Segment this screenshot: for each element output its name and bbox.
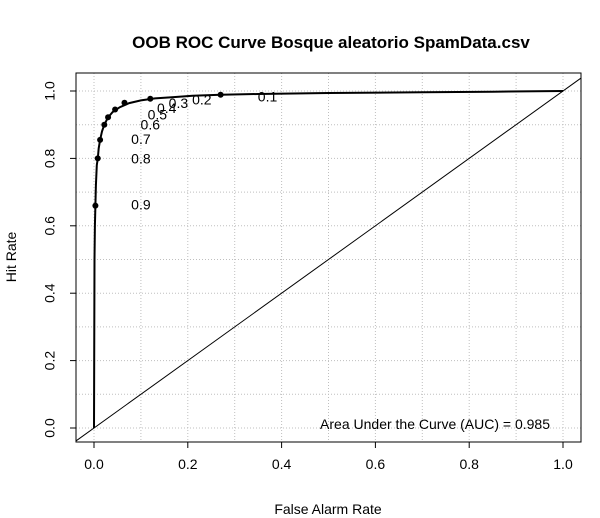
threshold-label-0-1: 0.1 (258, 89, 278, 105)
threshold-point-0-6 (101, 121, 108, 128)
threshold-label-0-5: 0.5 (148, 107, 168, 123)
y-tick-label: 0.6 (42, 216, 58, 236)
threshold-point-0-2 (147, 95, 154, 102)
y-tick-label: 0.2 (42, 351, 58, 371)
x-tick-label: 0.6 (366, 456, 386, 472)
threshold-label-0-2: 0.2 (192, 91, 212, 107)
threshold-label-0-8: 0.8 (131, 150, 151, 166)
threshold-labels-group: 0.9 0.8 0.70.60.50.40.3 0.2 0.1 (131, 89, 277, 213)
plot-frame (75, 72, 582, 443)
x-tick-label: 0.2 (178, 456, 198, 472)
threshold-label-0-9: 0.9 (131, 197, 151, 213)
roc-curve-group (93, 90, 564, 429)
chance-diagonal-line (75, 77, 582, 442)
y-tick-label: 0.8 (42, 148, 58, 168)
x-axis-label: False Alarm Rate (274, 501, 382, 517)
x-tick-label: 0.8 (459, 456, 479, 472)
threshold-point-0-4 (112, 106, 119, 113)
threshold-point-0-1 (217, 91, 224, 98)
threshold-points-group (92, 91, 224, 209)
threshold-point-0-3 (121, 99, 128, 106)
axes-group: 0.0 0.2 0.4 0.6 0.8 1.00.00.20.40.60.81.0 (42, 72, 582, 472)
threshold-point-0-7 (97, 136, 104, 143)
x-tick-label: 1.0 (553, 456, 573, 472)
chart-title: OOB ROC Curve Bosque aleatorio SpamData.… (132, 33, 530, 52)
y-tick-label: 1.0 (42, 81, 58, 101)
roc-curve-line (93, 90, 564, 429)
x-tick-label: 0.4 (272, 456, 292, 472)
threshold-label-0-4: 0.4 (157, 100, 177, 116)
y-tick-label: 0.0 (42, 418, 58, 438)
auc-annotation: Area Under the Curve (AUC) = 0.985 (320, 416, 550, 432)
x-tick-label: 0.0 (84, 456, 104, 472)
chance-diagonal-group (75, 77, 582, 442)
threshold-label-0-7: 0.7 (131, 131, 151, 147)
threshold-point-0-5 (105, 114, 112, 121)
threshold-label-0-3: 0.3 (169, 95, 189, 111)
threshold-point-0-8 (94, 155, 101, 162)
threshold-label-0-6: 0.6 (141, 117, 161, 133)
y-tick-label: 0.4 (42, 283, 58, 303)
threshold-point-0-9 (92, 202, 99, 209)
y-axis-label: Hit Rate (3, 232, 19, 283)
